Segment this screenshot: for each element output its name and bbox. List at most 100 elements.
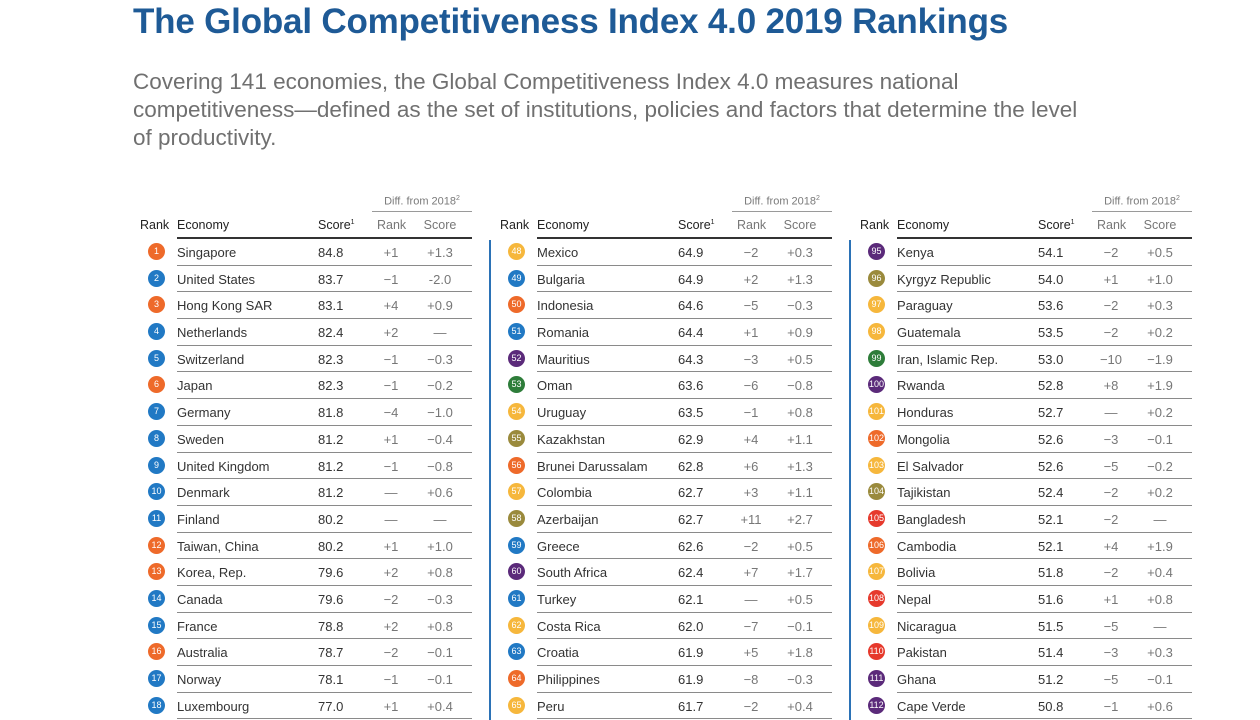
score-value: 53.5 [1038, 325, 1064, 341]
score-diff: −0.1 [1147, 672, 1173, 687]
row-divider [897, 424, 1192, 426]
table-row: 10 Denmark 81.2 — +0.6 [140, 479, 472, 506]
score-value: 62.4 [678, 565, 704, 581]
diff-from-2018-text: Diff. from 2018 [384, 195, 457, 208]
table-row: 104 Tajikistan 52.4 −2 +0.2 [860, 479, 1192, 506]
score-value: 78.7 [318, 645, 344, 661]
rank-badge: 18 [148, 696, 165, 714]
rank-diff: +8 [1103, 378, 1119, 394]
score-value: 81.2 [318, 485, 344, 501]
header-diff-score: Score [783, 218, 817, 232]
rank-diff: −2 [743, 538, 759, 554]
table-rows: 48 Mexico 64.9 −2 +0.3 49 Bulgaria 64.9 +2 +1.3 50… [500, 239, 832, 720]
score-value: 51.8 [1038, 565, 1064, 581]
score-diff: +0.8 [427, 618, 453, 634]
diff-from-2018-label: Diff. from 20182 [372, 195, 472, 208]
economy-name: Cambodia [897, 538, 957, 554]
score-diff: — [1153, 618, 1167, 634]
row-divider [897, 611, 1192, 613]
score-value: 52.6 [1038, 431, 1064, 447]
rank-badge: 7 [148, 403, 165, 421]
table-row: 52 Mauritius 64.3 −3 +0.5 [500, 346, 832, 373]
score-value: 77.0 [318, 698, 344, 714]
table-row: 97 Paraguay 53.6 −2 +0.3 [860, 292, 1192, 320]
rank-diff: −7 [743, 618, 759, 634]
economy-name: Paraguay [897, 298, 953, 314]
score-diff: −0.1 [1147, 431, 1173, 447]
economy-name: Colombia [537, 485, 592, 501]
table-row: 62 Costa Rica 62.0 −7 −0.1 [500, 613, 832, 640]
score-diff: +0.6 [1147, 698, 1173, 714]
rank-diff: +1 [383, 538, 399, 554]
header-rule [177, 237, 472, 239]
score-diff: −0.2 [427, 378, 453, 394]
economy-name: Taiwan, China [177, 538, 259, 554]
column-divider [489, 240, 491, 720]
row-divider [897, 478, 1192, 480]
table-row: 59 Greece 62.6 −2 +0.5 [500, 533, 832, 560]
table-row: 54 Uruguay 63.5 −1 +0.8 [500, 399, 832, 426]
table-row: 14 Canada 79.6 −2 −0.3 [140, 586, 472, 613]
score-diff: +1.0 [1147, 271, 1173, 287]
score-value: 83.1 [318, 298, 344, 314]
row-divider [537, 291, 832, 293]
rank-diff: −10 [1099, 351, 1123, 367]
row-divider [897, 638, 1192, 640]
table-row: 105 Bangladesh 52.1 −2 — [860, 506, 1192, 533]
score-value: 62.0 [678, 618, 704, 634]
rank-diff: +1 [1103, 591, 1119, 607]
table-row: 18 Luxembourg 77.0 +1 +0.4 [140, 693, 472, 720]
column-divider [849, 240, 851, 720]
score-value: 54.1 [1038, 245, 1064, 260]
rank-diff: −1 [383, 458, 399, 474]
rank-badge: 53 [508, 376, 525, 394]
score-value: 51.6 [1038, 591, 1064, 607]
score-footnote-marker: 1 [1070, 218, 1075, 226]
row-divider [897, 504, 1192, 506]
score-diff: +1.3 [787, 271, 813, 287]
row-divider [177, 531, 472, 533]
row-divider [897, 318, 1192, 320]
rank-badge: 58 [508, 509, 525, 527]
rank-diff: −2 [1103, 298, 1119, 314]
table-row: 109 Nicaragua 51.5 −5 — [860, 613, 1192, 640]
rank-badge: 101 [868, 403, 885, 421]
rank-badge: 99 [868, 349, 885, 367]
row-divider [537, 371, 832, 373]
score-footnote-marker: 1 [350, 218, 355, 226]
table-row: 1 Singapore 84.8 +1 +1.3 [140, 239, 472, 266]
rank-badge: 65 [508, 696, 525, 714]
economy-name: United Kingdom [177, 458, 270, 474]
row-divider [177, 718, 472, 720]
score-value: 64.4 [678, 325, 704, 341]
score-diff: +0.5 [787, 351, 813, 367]
rank-badge: 10 [148, 483, 165, 501]
table-row: 60 South Africa 62.4 +7 +1.7 [500, 559, 832, 586]
rank-badge: 54 [508, 403, 525, 421]
score-value: 62.8 [678, 458, 704, 474]
row-divider [177, 291, 472, 293]
score-value: 84.8 [318, 245, 344, 260]
rank-badge: 56 [508, 456, 525, 474]
diff-header-rule [1092, 211, 1192, 212]
rank-diff: −1 [743, 405, 759, 421]
row-divider [897, 558, 1192, 560]
rank-diff: −2 [1103, 245, 1119, 260]
table-row: 103 El Salvador 52.6 −5 −0.2 [860, 453, 1192, 480]
economy-name: Finland [177, 511, 220, 527]
rank-diff: −2 [743, 698, 759, 714]
rank-diff: +1 [743, 325, 759, 341]
rank-diff: +11 [740, 511, 762, 527]
table-row: 49 Bulgaria 64.9 +2 +1.3 [500, 266, 832, 293]
rank-diff: −3 [743, 351, 759, 367]
row-divider [177, 638, 472, 640]
diff-header-rule [372, 211, 472, 212]
economy-name: Ghana [897, 672, 937, 687]
score-value: 52.4 [1038, 485, 1064, 501]
score-diff: −0.3 [427, 591, 453, 607]
score-diff: +1.3 [427, 245, 453, 260]
rank-diff: −1 [383, 378, 399, 394]
row-divider [897, 451, 1192, 453]
economy-name: Australia [177, 645, 228, 661]
rank-diff: −2 [1103, 325, 1119, 341]
